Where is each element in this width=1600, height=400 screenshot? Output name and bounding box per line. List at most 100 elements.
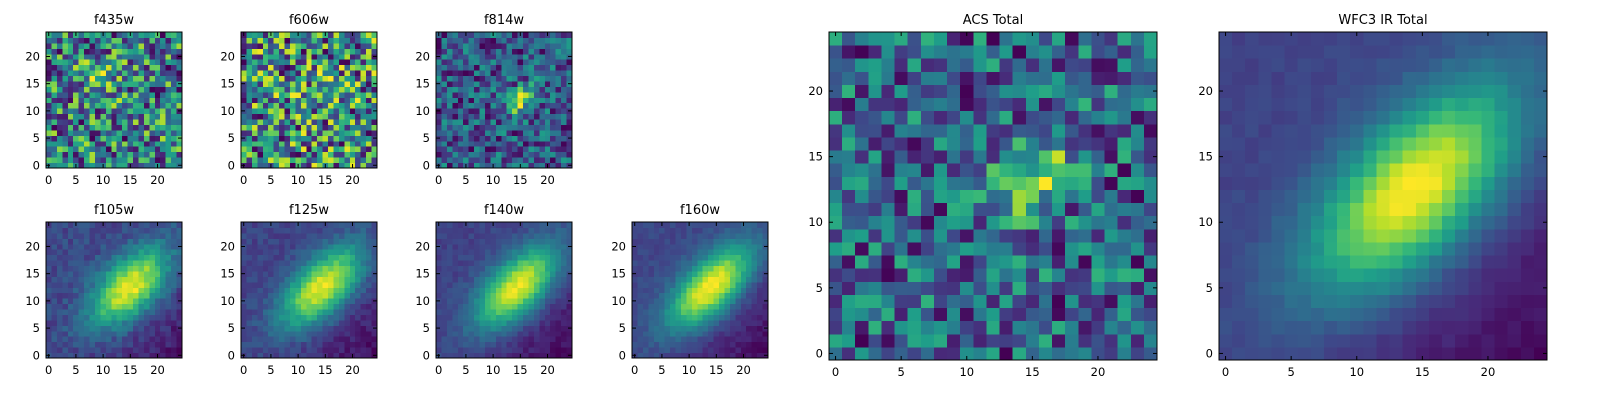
heatmap-cell [528, 151, 535, 158]
heatmap-cell [311, 325, 318, 332]
heatmap-cell [138, 97, 145, 104]
heatmap-cell [154, 281, 161, 288]
heatmap-cell [171, 265, 178, 272]
heatmap-cell [659, 287, 666, 294]
heatmap-cell [517, 151, 524, 158]
heatmap-cell [523, 336, 529, 343]
heatmap-cell [56, 86, 63, 93]
heatmap-cell [78, 249, 85, 256]
heatmap-cell [881, 163, 896, 177]
heatmap-cell [322, 309, 329, 315]
heatmap-cell [355, 119, 362, 125]
heatmap-cell [160, 146, 167, 153]
heatmap-cell [550, 102, 557, 109]
heatmap-cell [56, 119, 63, 125]
heatmap-cell [495, 151, 502, 158]
heatmap-cell [648, 232, 655, 239]
heatmap-cell [708, 352, 715, 359]
heatmap-cell [1104, 176, 1119, 190]
heatmap-cell [664, 352, 671, 359]
heatmap-cell [659, 232, 666, 239]
heatmap-cell [894, 163, 909, 177]
heatmap-cell [441, 108, 448, 115]
heatmap-cell [279, 151, 286, 158]
heatmap-cell [122, 140, 129, 147]
heatmap-cell [675, 309, 682, 315]
heatmap-cell [642, 222, 649, 228]
heatmap-cell [268, 146, 275, 153]
heatmap-cell [154, 80, 161, 87]
heatmap-cell [165, 59, 172, 66]
heatmap-cell [51, 146, 58, 153]
heatmap-cell [528, 162, 535, 169]
heatmap-cell [317, 330, 324, 337]
heatmap-cell [441, 70, 448, 77]
heatmap-cell [94, 135, 101, 142]
heatmap-cell [702, 309, 709, 315]
heatmap-cell [457, 254, 464, 261]
heatmap-cell [533, 119, 540, 125]
heatmap-cell [355, 222, 362, 228]
heatmap-cell [371, 146, 378, 153]
heatmap-cell [1078, 202, 1092, 217]
heatmap-cell [1025, 189, 1040, 204]
heatmap-cell [133, 119, 139, 125]
heatmap-cell [463, 48, 470, 55]
heatmap-cell [176, 222, 183, 228]
heatmap-cell [680, 243, 687, 250]
heatmap-cell [452, 124, 459, 131]
heatmap-cell [550, 298, 557, 305]
heatmap-cell [751, 222, 758, 228]
heatmap-cell [479, 53, 486, 60]
heatmap-cell [46, 119, 52, 125]
heatmap-cell [133, 70, 139, 77]
heatmap-cell [160, 48, 167, 55]
heatmap-cell [675, 298, 682, 305]
heatmap-cell [479, 325, 486, 332]
heatmap-cell [735, 222, 742, 228]
heatmap-cell [648, 281, 655, 288]
heatmap-cell [122, 347, 129, 354]
heatmap-cell [273, 303, 280, 310]
heatmap-cell [523, 135, 529, 142]
heatmap-cell [122, 102, 129, 109]
heatmap-cell [533, 70, 540, 77]
heatmap-cell [46, 276, 52, 283]
heatmap-cell [46, 254, 52, 261]
heatmap-cell [452, 119, 459, 125]
heatmap-cell [664, 298, 671, 305]
heatmap-cell [349, 249, 356, 256]
heatmap-cell [311, 330, 318, 337]
heatmap-cell [349, 70, 356, 77]
heatmap-cell [479, 249, 486, 256]
heatmap-cell [642, 314, 649, 321]
heatmap-cell [484, 119, 491, 125]
heatmap-cell [322, 124, 329, 131]
heatmap-cell [322, 151, 329, 158]
heatmap-cell [484, 135, 491, 142]
heatmap-cell [284, 113, 291, 120]
heatmap-cell [468, 32, 475, 38]
heatmap-cell [127, 37, 134, 44]
heatmap-cell [284, 347, 291, 354]
heatmap-cell [46, 238, 52, 245]
heatmap-cell [284, 298, 291, 305]
heatmap-cell [67, 64, 74, 71]
heatmap-cell [986, 163, 1001, 177]
heatmap-cell [105, 140, 112, 147]
heatmap-cell [495, 135, 502, 142]
heatmap-cell [1091, 333, 1106, 348]
heatmap-cell [366, 260, 373, 267]
heatmap-cell [653, 287, 660, 294]
heatmap-cell [241, 124, 247, 131]
heatmap-cell [632, 309, 638, 315]
heatmap-cell [154, 254, 161, 261]
heatmap-cell [566, 319, 573, 326]
heatmap-cell [495, 157, 502, 164]
heatmap-cell [366, 309, 373, 315]
heatmap-cell [46, 97, 52, 104]
heatmap-cell [262, 254, 269, 261]
heatmap-cell [116, 108, 123, 115]
heatmap-cell [670, 287, 677, 294]
heatmap-cell [1078, 163, 1092, 177]
